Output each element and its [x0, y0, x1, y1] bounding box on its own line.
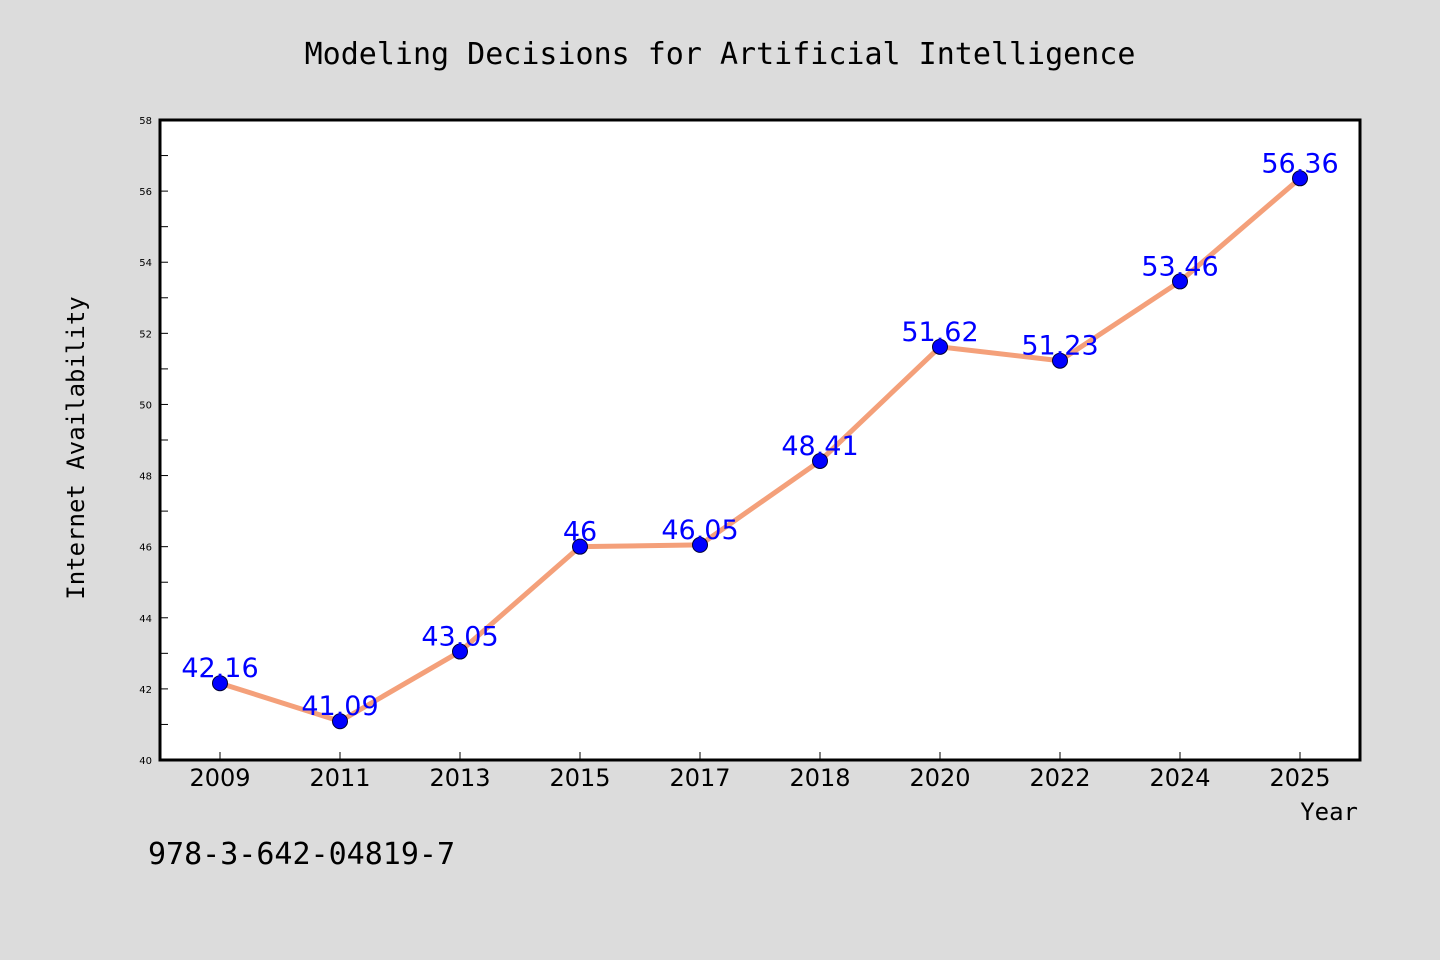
x-tick-label: 2015 — [549, 764, 610, 792]
y-tick-label: 42 — [139, 685, 152, 696]
data-label: 53.46 — [1141, 251, 1218, 282]
y-tick-label: 40 — [139, 756, 152, 767]
y-tick-label: 54 — [139, 258, 152, 269]
x-tick-label: 2018 — [789, 764, 850, 792]
y-tick-label: 46 — [139, 543, 152, 554]
data-point — [812, 452, 828, 469]
plot-area — [160, 120, 1360, 760]
data-label-layer: 42.16 41.09 43.05 46 46.05 48.41 51.62 51.23 53.… — [181, 148, 1338, 722]
data-point — [452, 643, 468, 660]
x-tick-label: 2013 — [429, 764, 490, 792]
series-layer — [212, 170, 1308, 730]
x-tick-label: 2024 — [1149, 764, 1210, 792]
x-tick-label: 2022 — [1029, 764, 1090, 792]
x-tick-label: 2009 — [189, 764, 250, 792]
y-tick-label: 50 — [139, 400, 152, 411]
data-point — [1292, 170, 1308, 187]
x-tick-label: 2020 — [909, 764, 970, 792]
data-label: 42.16 — [181, 653, 258, 684]
y-axis-label: Internet Availability — [62, 296, 90, 599]
data-label: 56.36 — [1261, 148, 1338, 179]
data-point — [332, 713, 348, 730]
x-tick-label: 2011 — [309, 764, 370, 792]
data-label: 51.62 — [901, 317, 978, 348]
y-tick-label: 52 — [139, 329, 152, 340]
y-tick-label: 56 — [139, 187, 152, 198]
x-axis-label: Year — [1300, 798, 1358, 826]
data-point — [692, 536, 708, 553]
y-tick-label: 48 — [139, 472, 152, 483]
x-tick-label: 2017 — [669, 764, 730, 792]
y-tick-label: 58 — [139, 116, 152, 127]
data-point — [932, 338, 948, 355]
data-label: 46.05 — [661, 515, 738, 546]
plot-frame — [158, 118, 1362, 762]
data-point — [1172, 273, 1188, 290]
x-tick-label: 2025 — [1269, 764, 1330, 792]
data-label: 51.23 — [1021, 331, 1098, 362]
data-point — [572, 538, 588, 555]
y-tick-label: 44 — [139, 614, 152, 625]
footnote-isbn: 978-3-642-04819-7 — [148, 837, 455, 872]
data-label: 43.05 — [421, 622, 498, 653]
data-label: 46 — [563, 517, 597, 548]
data-point — [1052, 352, 1068, 369]
data-label: 48.41 — [781, 431, 858, 462]
data-label: 41.09 — [301, 691, 378, 722]
series-line — [217, 175, 1303, 724]
chart-title: Modeling Decisions for Artificial Intell… — [305, 37, 1136, 72]
x-axis: 2009 2011 2013 2015 2017 2018 2020 2022 2024 2025 — [189, 752, 1331, 792]
data-point — [212, 675, 228, 692]
